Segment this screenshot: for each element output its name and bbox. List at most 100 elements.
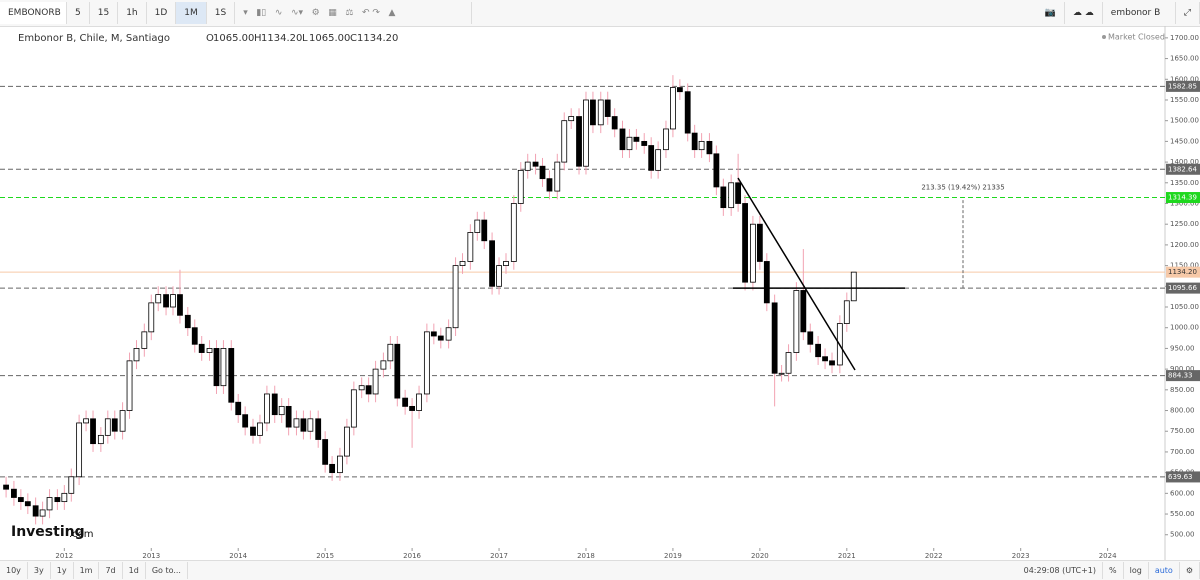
candle-body: [474, 219, 481, 233]
range[interactable]: 3y: [28, 562, 51, 579]
interval[interactable]: 1h: [118, 2, 147, 24]
x-tick-label: 2012: [55, 552, 73, 560]
candle-body: [155, 294, 162, 304]
candle-body: [750, 223, 756, 283]
fullscreen[interactable]: ⤢: [1176, 2, 1200, 24]
candle-body: [198, 343, 205, 353]
range[interactable]: 10y: [0, 562, 28, 579]
range[interactable]: 1y: [51, 562, 74, 579]
symbol[interactable]: EMBONORB: [0, 2, 67, 24]
candle-body: [539, 165, 546, 180]
candle-body: [133, 348, 140, 362]
ohlc-value: 1065.00: [213, 33, 254, 44]
candle-body: [742, 203, 748, 283]
price-label: 1314.39: [1168, 194, 1197, 202]
price-label: 884.33: [1168, 372, 1193, 380]
cloud[interactable]: ☁ ☁: [1065, 2, 1103, 24]
candle-body: [720, 186, 727, 209]
candle-body: [481, 219, 488, 242]
candle-body: [800, 290, 807, 333]
candle-body: [728, 182, 735, 209]
candle-body: [822, 356, 828, 362]
y-tick-label: 750.00: [1170, 427, 1195, 435]
option[interactable]: log: [1124, 562, 1149, 579]
y-tick-label: 850.00: [1170, 386, 1195, 394]
candle-body: [300, 418, 307, 432]
candle-body: [264, 393, 270, 424]
y-tick-label: 800.00: [1170, 407, 1195, 415]
candle-body: [307, 418, 314, 432]
candle-body: [11, 488, 17, 498]
candle-body: [271, 393, 278, 416]
range[interactable]: 1m: [74, 562, 100, 579]
candle-body: [177, 294, 183, 316]
option[interactable]: auto: [1149, 562, 1180, 579]
y-tick-label: 950.00: [1170, 344, 1195, 352]
candle-body: [815, 343, 822, 358]
candle-body: [285, 405, 292, 428]
candle-body: [83, 418, 89, 424]
price-label: 639.63: [1168, 473, 1193, 481]
y-tick-label: 700.00: [1170, 448, 1195, 456]
candle-body: [430, 331, 437, 337]
price-label-bg: [1166, 266, 1200, 278]
candle-body: [793, 290, 800, 353]
user[interactable]: embonor B: [1103, 2, 1176, 24]
candle-body: [756, 223, 763, 262]
candle-body: [554, 161, 561, 192]
candle-body: [39, 509, 46, 517]
y-tick-label: 1450.00: [1170, 137, 1199, 145]
candle-body: [111, 418, 118, 432]
candle-body: [293, 418, 300, 428]
y-tick-label: 1700.00: [1170, 34, 1199, 42]
candle-body: [250, 426, 256, 436]
candle-body: [626, 136, 633, 151]
price-label-bg: [1166, 192, 1200, 204]
candle-body: [213, 348, 220, 387]
candle-body: [597, 99, 604, 126]
candle-body: [141, 331, 148, 349]
goto[interactable]: Go to...: [146, 562, 188, 579]
candle-body: [372, 368, 379, 395]
x-tick-label: 2016: [403, 552, 421, 560]
candle-body: [713, 153, 720, 188]
interval[interactable]: 5: [67, 2, 90, 24]
candle-body: [191, 327, 198, 345]
candle-body: [54, 497, 61, 503]
candle-body: [278, 405, 285, 416]
y-tick-label: 900.00: [1170, 365, 1195, 373]
candle-body: [235, 401, 242, 416]
settings[interactable]: ⚙: [1180, 562, 1200, 579]
candle-body: [524, 161, 531, 171]
range[interactable]: 1d: [123, 562, 146, 579]
candle-body: [655, 149, 662, 171]
tool-icons[interactable]: ▾ ▮▯ ∿ ∿▾ ⚙ ▦ ⚖ ↶ ↷ ▲: [235, 2, 473, 24]
x-tick-label: 2024: [1099, 552, 1117, 560]
candle-body: [496, 265, 502, 287]
price-label: 1134.20: [1168, 268, 1197, 276]
price-label-bg: [1166, 471, 1200, 483]
toolbar: EMBONORB 5 15 1h 1D 1M 1S ▾ ▮▯ ∿ ∿▾ ⚙ ▦ …: [0, 0, 1200, 27]
candle-body: [684, 91, 691, 134]
interval[interactable]: 1S: [207, 2, 236, 24]
price-label: 1095.66: [1168, 284, 1197, 292]
candle-body: [184, 314, 191, 329]
y-tick-label: 1350.00: [1170, 179, 1199, 187]
interval[interactable]: 1D: [147, 2, 177, 24]
chart-title: Embonor B, Chile, M, Santiago: [18, 33, 170, 44]
candle-body: [126, 360, 133, 411]
range[interactable]: 7d: [99, 562, 123, 579]
candle-body: [220, 348, 227, 387]
candle-body: [148, 302, 155, 333]
candle-body: [489, 240, 495, 287]
chart: Embonor B, Chile, M, Santiago Market Clo…: [0, 26, 1200, 560]
price-label-bg: [1166, 163, 1200, 175]
option[interactable]: %: [1103, 562, 1124, 579]
interval[interactable]: 15: [90, 2, 119, 24]
candle-body: [358, 385, 365, 391]
ohlc-key: L: [302, 33, 308, 44]
interval[interactable]: 1M: [176, 2, 207, 24]
camera[interactable]: 📷: [1037, 2, 1065, 24]
x-tick-label: 2013: [142, 552, 160, 560]
